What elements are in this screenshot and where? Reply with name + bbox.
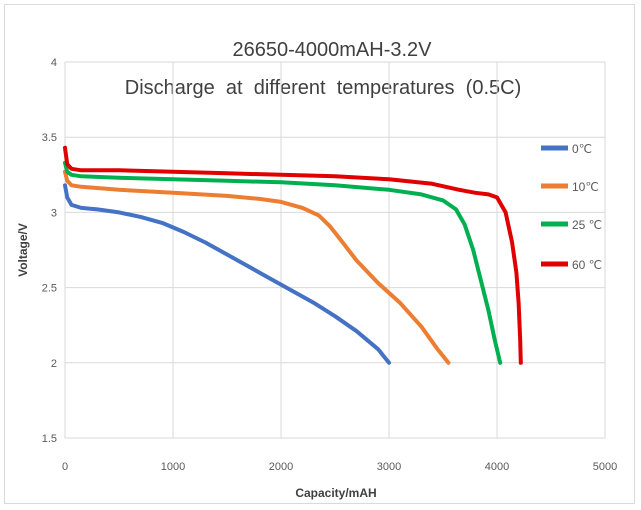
series-line-2: [63, 160, 503, 365]
y-tick-label: 1.5: [42, 433, 57, 445]
chart-title: 26650-4000mAH-3.2V: [232, 39, 432, 61]
series-line-3: [63, 145, 523, 365]
x-tick-label: 5000: [593, 461, 617, 473]
x-tick-label: 4000: [485, 461, 509, 473]
series-line-1: [63, 169, 451, 365]
legend-label: 10℃: [572, 180, 599, 194]
x-tick-label: 0: [62, 461, 68, 473]
tick-labels: 1.5 2 2.5 3 3.5 4 0 1000 2000 3000 4000 5000: [42, 57, 618, 473]
y-tick-label: 3.5: [42, 132, 57, 144]
y-tick-label: 4: [51, 57, 57, 69]
chart-subtitle: Discharge at different temperatures (0.5…: [125, 77, 521, 99]
y-axis-title: Voltage/V: [16, 223, 30, 277]
legend-label: 0℃: [572, 142, 592, 156]
y-tick-label: 3: [51, 207, 57, 219]
x-tick-label: 3000: [377, 461, 401, 473]
legend-label: 60 ℃: [572, 258, 602, 272]
series-layer: [63, 145, 523, 365]
x-axis-title: Capacity/mAH: [295, 486, 376, 500]
chart-frame: [4, 4, 635, 504]
x-tick-label: 1000: [161, 461, 185, 473]
x-tick-label: 2000: [269, 461, 293, 473]
legend: 0℃ 10℃ 25 ℃ 60 ℃: [541, 142, 602, 272]
gridlines: [64, 61, 606, 439]
y-tick-label: 2: [51, 358, 57, 370]
y-tick-label: 2.5: [42, 283, 57, 295]
legend-label: 25 ℃: [572, 218, 602, 232]
series-line-0: [63, 183, 391, 365]
